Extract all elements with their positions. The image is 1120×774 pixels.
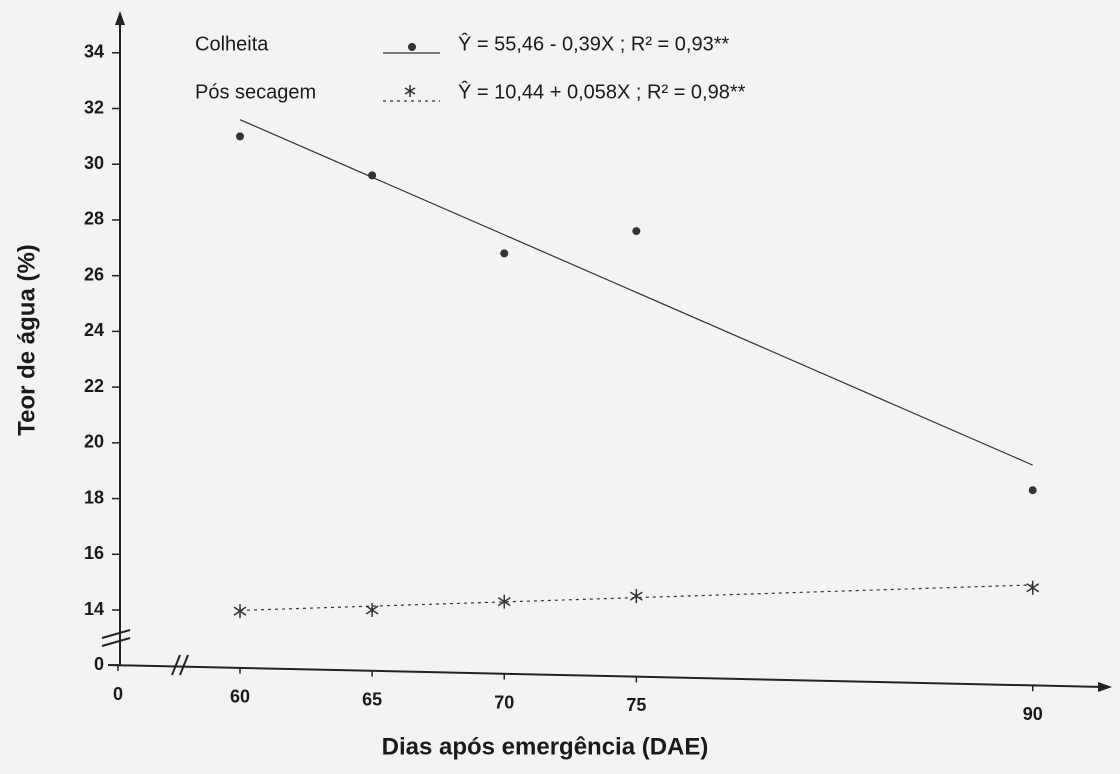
data-point — [500, 249, 509, 258]
x-axis-arrow — [1098, 682, 1112, 692]
data-point — [632, 227, 641, 236]
axis-break — [101, 629, 189, 676]
fit-line — [239, 584, 1033, 611]
x-axis — [107, 664, 1105, 688]
y-tick-label: 20 — [84, 432, 104, 452]
fit-line — [239, 119, 1033, 466]
y-tick-label: 22 — [84, 376, 104, 396]
data-point — [629, 589, 643, 604]
x-tick-label: 75 — [626, 695, 646, 715]
data-point — [236, 132, 244, 141]
x-tick-label: 60 — [230, 686, 250, 706]
legend-marker — [408, 43, 416, 51]
y-tick-label: 30 — [84, 153, 104, 173]
data-point — [368, 171, 377, 180]
x-tick-label: 0 — [113, 684, 123, 704]
legend-label: Colheita — [195, 33, 269, 55]
y-tick-label: 28 — [84, 209, 104, 229]
data-point — [233, 604, 247, 619]
legend-label: Pós secagem — [195, 81, 316, 103]
legend-equation: Ŷ = 55,46 - 0,39X ; R² = 0,93** — [458, 32, 729, 55]
y-tick-label: 18 — [84, 487, 104, 507]
x-tick-label: 90 — [1023, 704, 1043, 724]
data-point — [1026, 580, 1040, 595]
data-point — [1028, 486, 1037, 495]
data-point — [365, 603, 379, 617]
y-axis-arrow — [115, 11, 125, 25]
legend-marker — [404, 85, 416, 97]
legend-equation: Ŷ = 10,44 + 0,058X ; R² = 0,98** — [458, 80, 746, 103]
y-tick-label: 14 — [84, 599, 104, 619]
y-tick-label: 24 — [84, 320, 104, 340]
data-point — [497, 594, 511, 609]
y-tick-label: 0 — [94, 654, 104, 674]
y-tick-label: 26 — [84, 264, 104, 284]
y-tick-label: 32 — [84, 97, 104, 117]
x-axis-title: Dias após emergência (DAE) — [382, 733, 709, 760]
y-tick-label: 34 — [84, 42, 104, 62]
y-tick-label: 16 — [84, 543, 104, 563]
x-tick-label: 70 — [494, 692, 514, 712]
x-tick-label: 65 — [362, 689, 382, 709]
y-axis-title: Teor de água (%) — [13, 244, 40, 436]
